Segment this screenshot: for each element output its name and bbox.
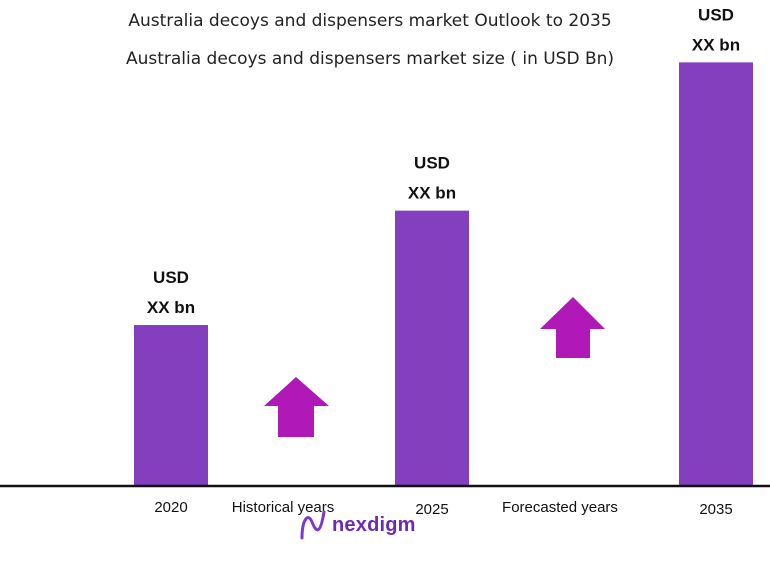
data-label-2020-line1: USD <box>153 268 189 287</box>
x-tick-label-2035: 2035 <box>699 501 732 518</box>
bar-2035 <box>679 62 753 486</box>
bars-layer <box>134 62 753 487</box>
x-tick-label-2025: 2025 <box>415 501 448 518</box>
data-label-2025-line1: USD <box>414 154 450 173</box>
company-logo: nexdigm <box>298 508 416 542</box>
data-label-2035-line1: USD <box>698 5 734 24</box>
labels-layer: USD XX bn USD XX bn USD XX bn <box>147 5 740 317</box>
bar-2020 <box>134 325 208 486</box>
data-label-2020-line2: XX bn <box>147 298 195 317</box>
chart-title: Australia decoys and dispensers market O… <box>128 11 612 31</box>
up-arrow-icon <box>264 377 329 437</box>
logo-text: nexdigm <box>332 513 416 536</box>
chart-subtitle: Australia decoys and dispensers market s… <box>125 49 615 69</box>
period-label-forecasted: Forecasted years <box>502 499 618 516</box>
arrows-layer <box>264 297 605 437</box>
period-label-historical: Historical years <box>232 499 335 516</box>
data-label-2025-line2: XX bn <box>408 184 456 203</box>
up-arrow-icon <box>540 297 605 358</box>
x-tick-label-2020: 2020 <box>154 499 187 516</box>
bar-2025 <box>395 210 469 487</box>
ticks-layer: 2020 2025 2035 <box>154 499 732 518</box>
periods-layer: Historical years Forecasted years <box>232 499 618 516</box>
data-label-2035-line2: XX bn <box>692 35 740 54</box>
nexdigm-logo-icon <box>300 510 326 540</box>
